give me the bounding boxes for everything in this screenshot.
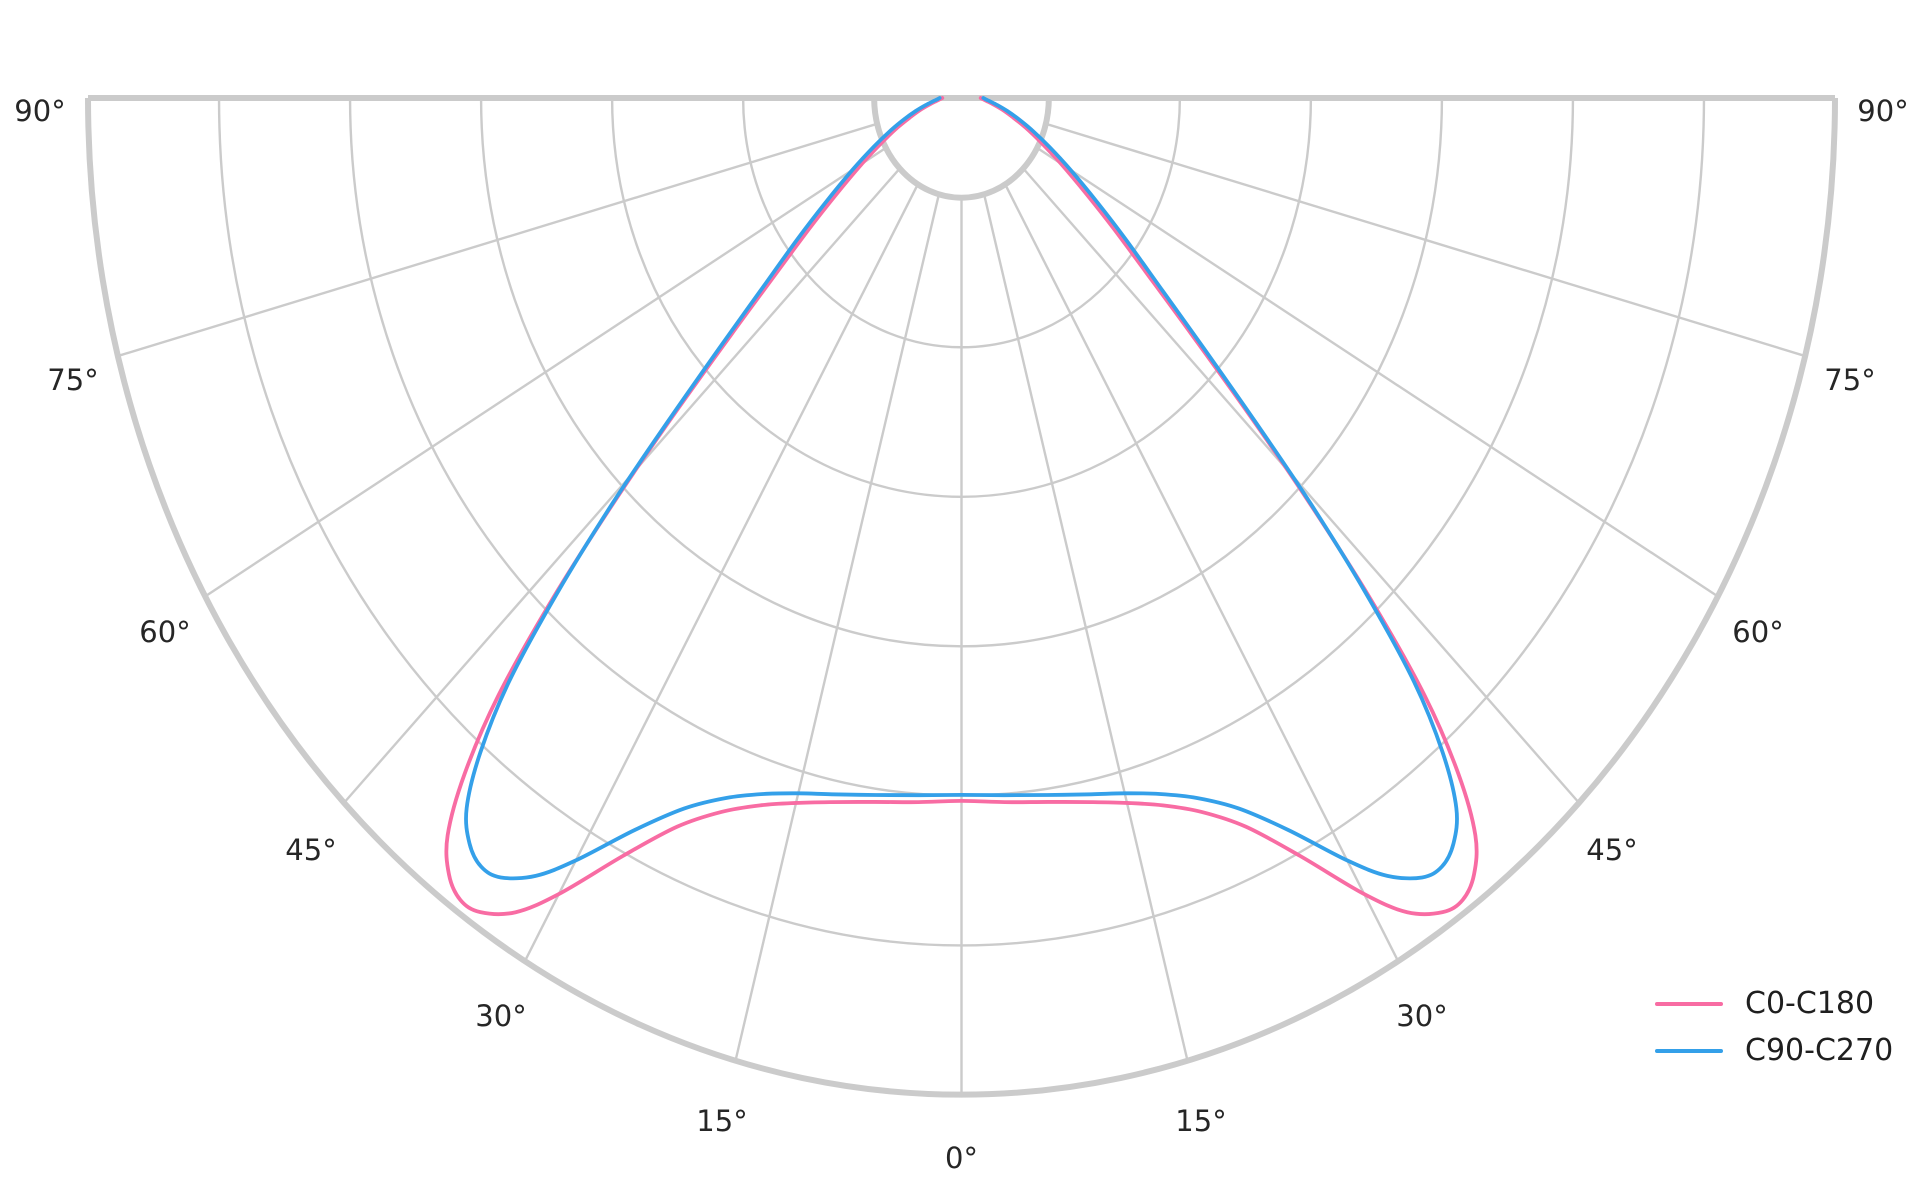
- angle-label-30-right: 30°: [1396, 999, 1447, 1033]
- angle-label-75-left: 75°: [47, 363, 98, 397]
- angle-label-15-right: 15°: [1175, 1104, 1226, 1138]
- legend: C0-C180 C90-C270: [1655, 980, 1893, 1074]
- angle-label-75-right: 75°: [1824, 363, 1875, 397]
- legend-item-c90-c270: C90-C270: [1655, 1027, 1893, 1074]
- curve-c90-c270: [464, 96, 1459, 881]
- angle-label-60-left: 60°: [139, 615, 190, 649]
- curve-c0-c180: [444, 96, 1479, 916]
- polar-grid-spokes: [117, 122, 1806, 1095]
- inner-boundary-arc: [871, 97, 1052, 201]
- legend-swatch-c0-c180: [1655, 1001, 1723, 1006]
- angle-label-90-right: 90°: [1857, 94, 1908, 128]
- angle-label-0-center: 0°: [945, 1141, 978, 1175]
- grid-spoke: [117, 122, 878, 358]
- angle-label-30-left: 30°: [475, 999, 526, 1033]
- grid-spoke: [1022, 167, 1581, 804]
- angle-label-15-left: 15°: [696, 1104, 747, 1138]
- outer-boundary-arc: [85, 97, 1838, 1098]
- angle-label-45-left: 45°: [285, 833, 336, 867]
- legend-label-c90-c270: C90-C270: [1745, 1033, 1894, 1068]
- legend-item-c0-c180: C0-C180: [1655, 980, 1893, 1027]
- grid-spoke: [734, 194, 941, 1062]
- grid-spoke: [1036, 146, 1719, 598]
- grid-spoke: [1045, 122, 1806, 358]
- intensity-curves: [444, 96, 1479, 916]
- angle-label-90-left: 90°: [14, 94, 65, 128]
- angle-label-60-right: 60°: [1732, 615, 1783, 649]
- grid-spoke: [1004, 183, 1400, 962]
- grid-spoke: [523, 183, 919, 962]
- grid-spoke: [982, 194, 1189, 1062]
- legend-label-c0-c180: C0-C180: [1745, 986, 1875, 1021]
- angle-tick-labels: 0° 15° 15° 30° 30° 45° 45° 60° 60° 75° 75° 90° 90°: [14, 94, 1908, 1175]
- grid-spoke: [204, 146, 887, 598]
- legend-swatch-c90-c270: [1655, 1048, 1723, 1053]
- angle-label-45-right: 45°: [1586, 833, 1637, 867]
- grid-spoke: [342, 167, 901, 804]
